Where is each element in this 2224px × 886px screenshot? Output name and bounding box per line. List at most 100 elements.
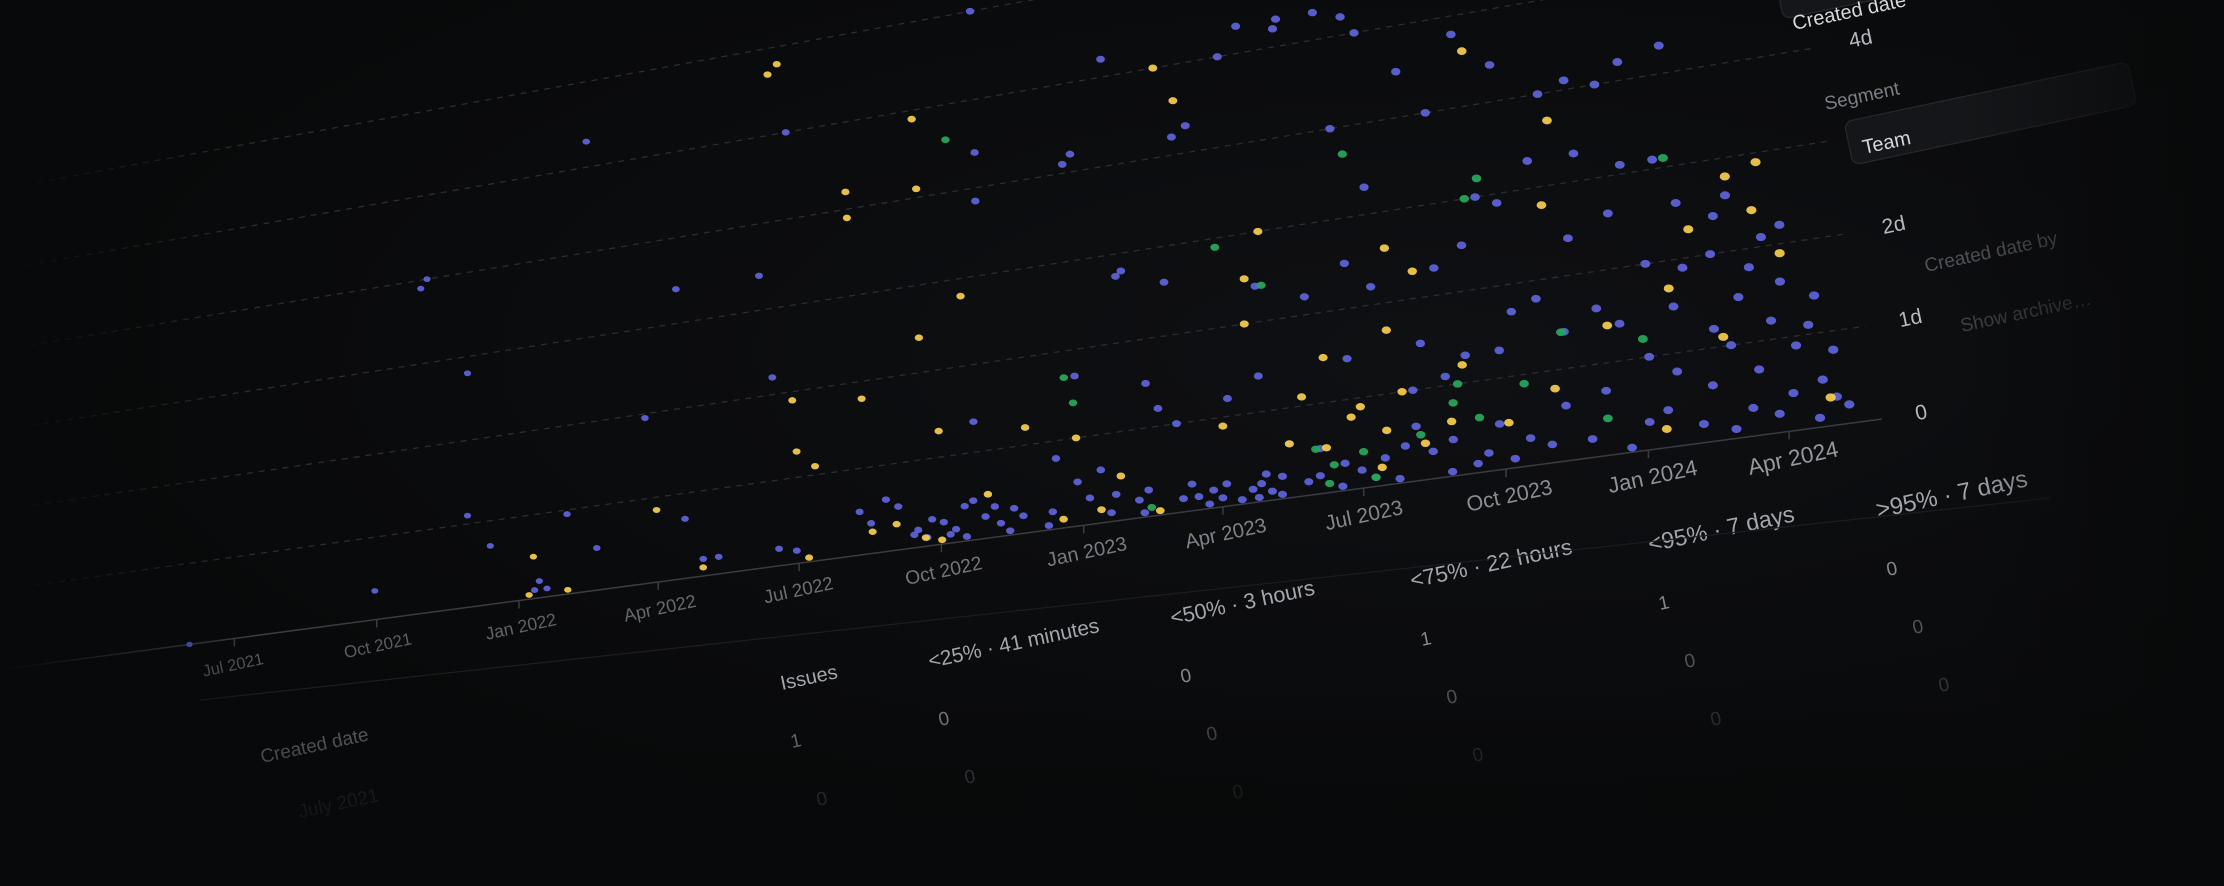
blue-issue-dot: [867, 520, 876, 527]
blue-issue-dot: [1277, 490, 1288, 498]
show-archived-label[interactable]: Show archive…: [1959, 289, 2094, 337]
y-gridline: [0, 139, 1833, 432]
blue-issue-dot: [881, 496, 890, 503]
green-issue-dot: [1416, 431, 1426, 439]
blue-issue-dot: [1589, 80, 1600, 89]
x-tick-label: Apr 2023: [1183, 515, 1268, 554]
blue-issue-dot: [969, 418, 978, 426]
yellow-issue-dot: [1746, 206, 1757, 215]
yellow-issue-dot: [1116, 472, 1126, 480]
table-cell: 0: [1179, 665, 1194, 688]
table-cell: 0: [815, 788, 830, 811]
yellow-issue-dot: [1355, 403, 1365, 411]
blue-issue-dot: [1006, 527, 1015, 535]
yellow-issue-dot: [792, 448, 801, 455]
blue-issue-dot: [1166, 133, 1176, 141]
blue-issue-dot: [1440, 372, 1450, 381]
blue-issue-dot: [971, 197, 980, 205]
yellow-issue-dot: [1059, 515, 1068, 523]
blue-issue-dot: [1218, 494, 1228, 502]
blue-issue-dot: [996, 519, 1006, 527]
blue-issue-dot: [1254, 493, 1264, 502]
x-tick-label: Oct 2022: [903, 553, 984, 590]
blue-issue-dot: [792, 547, 801, 554]
yellow-issue-dot: [892, 520, 901, 528]
blue-issue-dot: [1065, 150, 1075, 158]
blue-issue-dot: [681, 515, 689, 522]
x-tick-label: Jul 2021: [201, 650, 265, 680]
yellow-issue-dot: [1719, 172, 1730, 181]
yellow-issue-dot: [1284, 440, 1294, 448]
blue-issue-dot: [1111, 490, 1121, 498]
yellow-issue-dot: [1718, 332, 1729, 341]
blue-issue-dot: [1522, 157, 1533, 165]
blue-issue-dot: [1532, 90, 1543, 98]
yellow-issue-dot: [956, 292, 965, 300]
yellow-issue-dot: [857, 395, 866, 402]
blue-issue-dot: [1755, 233, 1767, 242]
blue-issue-dot: [1051, 454, 1061, 462]
blue-issue-dot: [1447, 467, 1458, 476]
y-gridline: [0, 325, 1866, 591]
blue-issue-dot: [1159, 278, 1169, 286]
yellow-issue-dot: [1071, 434, 1081, 442]
blue-issue-dot: [1677, 263, 1688, 272]
dots-layer: [186, 7, 1855, 648]
blue-issue-dot: [1222, 480, 1232, 488]
blue-issue-dot: [755, 272, 763, 279]
yellow-issue-dot: [1683, 225, 1694, 234]
yellow-issue-dot: [921, 534, 931, 541]
green-issue-dot: [941, 136, 950, 144]
blue-issue-dot: [970, 149, 979, 156]
table-cell: 0: [1885, 558, 1900, 581]
blue-issue-dot: [1009, 504, 1019, 512]
blue-issue-dot: [914, 526, 923, 534]
yellow-issue-dot: [1420, 439, 1431, 448]
blue-issue-dot: [582, 138, 591, 145]
blue-issue-dot: [1525, 434, 1536, 442]
blue-issue-dot: [1111, 272, 1120, 280]
blue-issue-dot: [463, 512, 472, 519]
yellow-issue-dot: [914, 334, 924, 342]
y-axis-ticks: 01d2d3d4d5d6d: [1847, 25, 1929, 425]
green-issue-dot: [1459, 194, 1470, 203]
yellow-issue-dot: [1377, 463, 1387, 472]
blue-issue-dot: [1844, 400, 1855, 409]
green-issue-dot: [1474, 413, 1485, 422]
blue-issue-dot: [1335, 13, 1345, 21]
blue-issue-dot: [1187, 480, 1197, 488]
yellow-issue-dot: [1407, 267, 1417, 276]
yellow-issue-dot: [1239, 320, 1249, 328]
y-gridline: [0, 232, 1850, 512]
yellow-issue-dot: [934, 427, 943, 435]
blue-issue-dot: [1380, 454, 1390, 462]
yellow-issue-dot: [1382, 426, 1392, 435]
green-issue-dot: [1256, 281, 1266, 289]
blue-issue-dot: [671, 286, 680, 293]
yellow-issue-dot: [1321, 444, 1332, 452]
y-gridline: [0, 418, 1883, 671]
blue-issue-dot: [1400, 442, 1411, 450]
blue-issue-dot: [981, 513, 990, 520]
blue-issue-dot: [1788, 388, 1799, 398]
blue-issue-dot: [1484, 449, 1494, 457]
table-cell: 1: [789, 730, 804, 753]
yellow-issue-dot: [983, 490, 993, 498]
blue-issue-dot: [946, 530, 955, 538]
blue-issue-dot: [1601, 386, 1612, 395]
green-issue-dot: [1448, 399, 1458, 407]
blue-issue-dot: [1261, 470, 1271, 478]
blue-issue-dot: [960, 502, 969, 510]
blue-issue-dot: [1707, 381, 1718, 390]
blue-issue-dot: [1506, 307, 1517, 316]
blue-issue-dot: [1277, 472, 1287, 480]
yellow-issue-dot: [1020, 424, 1030, 431]
yellow-issue-dot: [525, 592, 533, 598]
table-cell: 0: [1445, 686, 1460, 709]
green-issue-dot: [1059, 374, 1069, 382]
blue-issue-dot: [1180, 122, 1190, 130]
blue-issue-dot: [1141, 379, 1150, 387]
x-tick-label: Apr 2022: [622, 591, 698, 626]
blue-issue-dot: [1395, 474, 1405, 483]
